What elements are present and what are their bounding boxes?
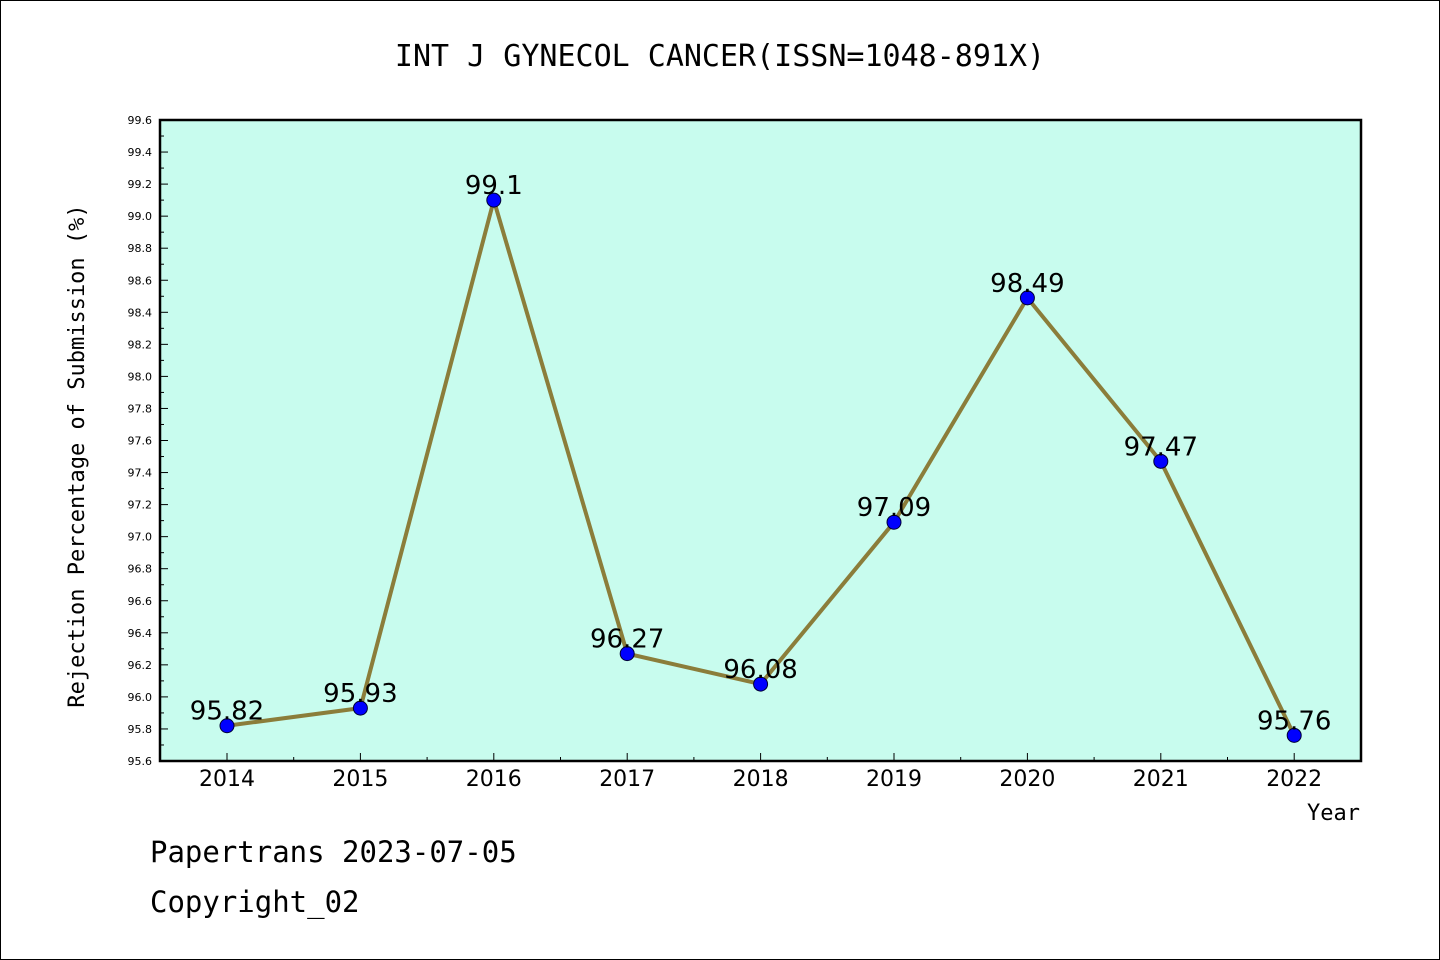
y-tick-label: 95.6 — [128, 755, 153, 768]
data-point — [1286, 727, 1302, 743]
y-tick-label: 96.8 — [128, 563, 153, 576]
x-tick-label: 2017 — [599, 767, 655, 792]
data-label: 98.49 — [990, 269, 1064, 299]
data-point — [1153, 453, 1169, 469]
x-axis: 2014 2015 2016 2017 2018 2019 2020 2021 2022 — [199, 753, 1322, 792]
y-tick-label: 96.2 — [128, 659, 153, 672]
x-tick-label: 2015 — [332, 767, 388, 792]
y-tick-label: 97.0 — [128, 531, 153, 544]
series — [219, 192, 1302, 743]
data-label: 97.09 — [857, 493, 931, 523]
x-tick-label: 2020 — [999, 767, 1055, 792]
y-tick-label: 98.0 — [128, 370, 153, 383]
data-label: 95.93 — [323, 679, 397, 709]
y-tick-label: 97.6 — [128, 435, 153, 448]
x-tick-label: 2019 — [866, 767, 922, 792]
y-axis-label: Rejection Percentage of Submission (%) — [65, 204, 90, 707]
y-tick-label: 96.4 — [128, 627, 153, 640]
x-tick-label: 2022 — [1266, 767, 1322, 792]
data-point — [1019, 290, 1035, 306]
x-tick-label: 2014 — [199, 767, 255, 792]
data-label: 97.47 — [1124, 432, 1198, 462]
y-tick-label: 98.2 — [128, 338, 153, 351]
x-axis-label: Year — [1307, 801, 1360, 826]
data-point — [486, 192, 502, 208]
y-axis: 95.6 95.8 96.0 96.2 96.4 96.6 96.8 97.0 97.2 97.4… — [128, 114, 168, 768]
data-labels: 95.82 95.93 99.1 96.27 96.08 97.09 98.49 97.47 9… — [190, 171, 1332, 736]
data-point — [352, 700, 368, 716]
y-tick-label: 99.6 — [128, 114, 153, 127]
y-tick-label: 98.4 — [128, 306, 153, 319]
y-tick-label: 98.6 — [128, 274, 153, 287]
y-tick-label: 95.8 — [128, 723, 153, 736]
data-point — [619, 646, 635, 662]
chart-title: INT J GYNECOL CANCER(ISSN=1048-891X) — [395, 39, 1045, 74]
data-point — [886, 514, 902, 530]
x-tick-label: 2016 — [466, 767, 522, 792]
y-tick-label: 99.0 — [128, 210, 153, 223]
y-tick-label: 97.4 — [128, 467, 153, 480]
plot-area — [158, 118, 1363, 763]
data-label: 96.27 — [590, 625, 664, 655]
data-point — [219, 718, 235, 734]
footer-copyright: Copyright_02 — [150, 885, 360, 919]
x-tick-label: 2021 — [1133, 767, 1189, 792]
data-point — [753, 676, 769, 692]
data-label: 99.1 — [465, 171, 523, 201]
data-label: 95.76 — [1257, 706, 1331, 736]
y-tick-label: 96.6 — [128, 595, 153, 608]
y-tick-label: 99.4 — [128, 146, 153, 159]
data-label: 96.08 — [723, 655, 797, 685]
y-tick-label: 98.8 — [128, 242, 153, 255]
footer-date: Papertrans 2023-07-05 — [150, 835, 517, 869]
y-tick-label: 96.0 — [128, 691, 153, 704]
x-tick-label: 2018 — [733, 767, 789, 792]
data-label: 95.82 — [190, 697, 264, 727]
y-tick-label: 97.8 — [128, 402, 153, 415]
y-tick-label: 97.2 — [128, 499, 153, 512]
y-tick-label: 99.2 — [128, 178, 153, 191]
